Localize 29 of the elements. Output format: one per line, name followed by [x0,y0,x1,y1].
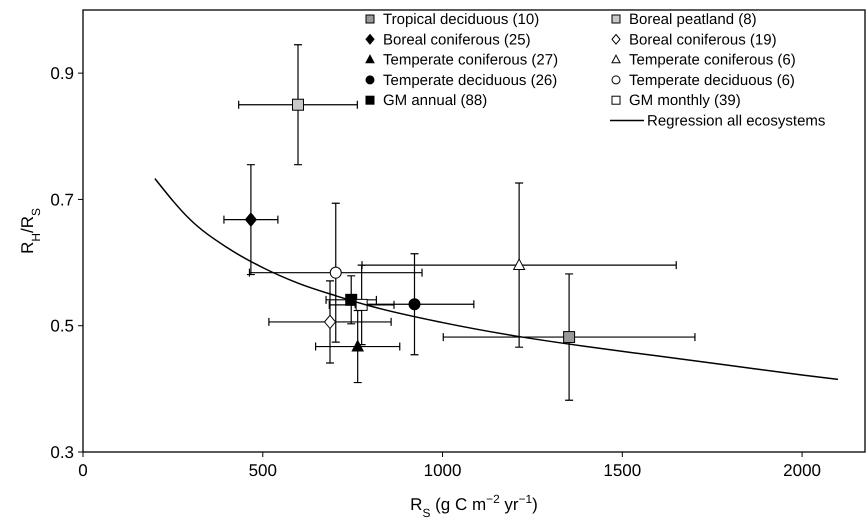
x-tick-label: 1000 [424,461,462,480]
legend-label: Temperate coniferous (27) [383,52,558,69]
legend-label: Temperate deciduous (6) [629,72,795,89]
legend-label: Boreal peatland (8) [629,11,757,28]
legend-label: Temperate coniferous (6) [629,52,796,69]
y-tick-label: 0.5 [50,316,74,336]
x-tick-label: 2000 [783,461,821,480]
legend-label: Temperate deciduous (26) [383,72,558,89]
y-tick-label: 0.7 [50,190,74,210]
point [408,298,420,310]
legend-label: Boreal coniferous (25) [383,31,531,48]
point [330,266,342,279]
x-tick-label: 1500 [603,461,642,480]
point [244,212,257,227]
legend-label: Regression all ecosystems [647,112,826,130]
point [292,98,304,111]
point [563,331,576,344]
point [324,314,336,330]
x-tick-label: 0 [78,461,88,480]
x-tick-label: 500 [248,461,277,480]
point [513,258,526,270]
y-tick-label: 0.9 [50,64,74,84]
legend-label: GM annual (88) [383,92,488,110]
legend-label: Boreal coniferous (19) [629,31,777,48]
point [352,340,364,352]
legend-label: GM monthly (39) [629,92,741,110]
x-axis-title: R$_{S}$ (g C m$^{−2}$ yr$^{−1}$) [410,492,538,520]
y-tick-label: 0.3 [50,443,74,462]
legend-label: Tropical deciduous (10) [383,11,540,28]
